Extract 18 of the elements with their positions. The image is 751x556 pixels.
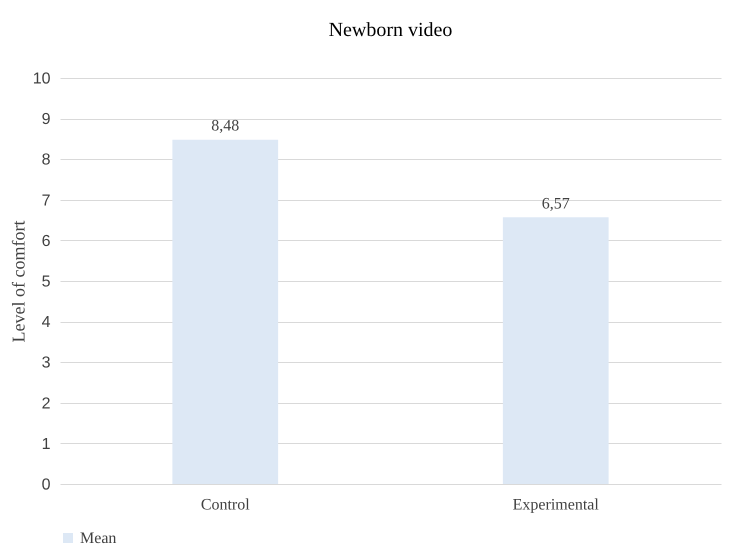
y-tick-label: 9 <box>42 111 51 128</box>
y-tick-label: 7 <box>42 192 51 210</box>
y-tick-label: 2 <box>42 395 51 412</box>
y-tick-label: 8 <box>42 152 51 169</box>
y-tick-label: 3 <box>42 354 51 372</box>
data-label: 8,48 <box>211 118 240 135</box>
y-tick-label: 6 <box>42 232 51 250</box>
chart-title: Newborn video <box>328 19 452 41</box>
y-axis-title: Level of comfort <box>8 220 29 342</box>
y-tick-label: 0 <box>42 476 51 494</box>
legend-label: Mean <box>80 530 116 547</box>
y-tick-label: 4 <box>42 314 51 332</box>
data-label: 6,57 <box>542 195 570 212</box>
x-tick-label: Control <box>200 496 250 514</box>
y-tick-label: 5 <box>42 274 51 290</box>
x-tick-label: Experimental <box>512 496 600 514</box>
y-tick-label: 10 <box>32 70 51 88</box>
y-tick-label: 1 <box>42 436 51 453</box>
